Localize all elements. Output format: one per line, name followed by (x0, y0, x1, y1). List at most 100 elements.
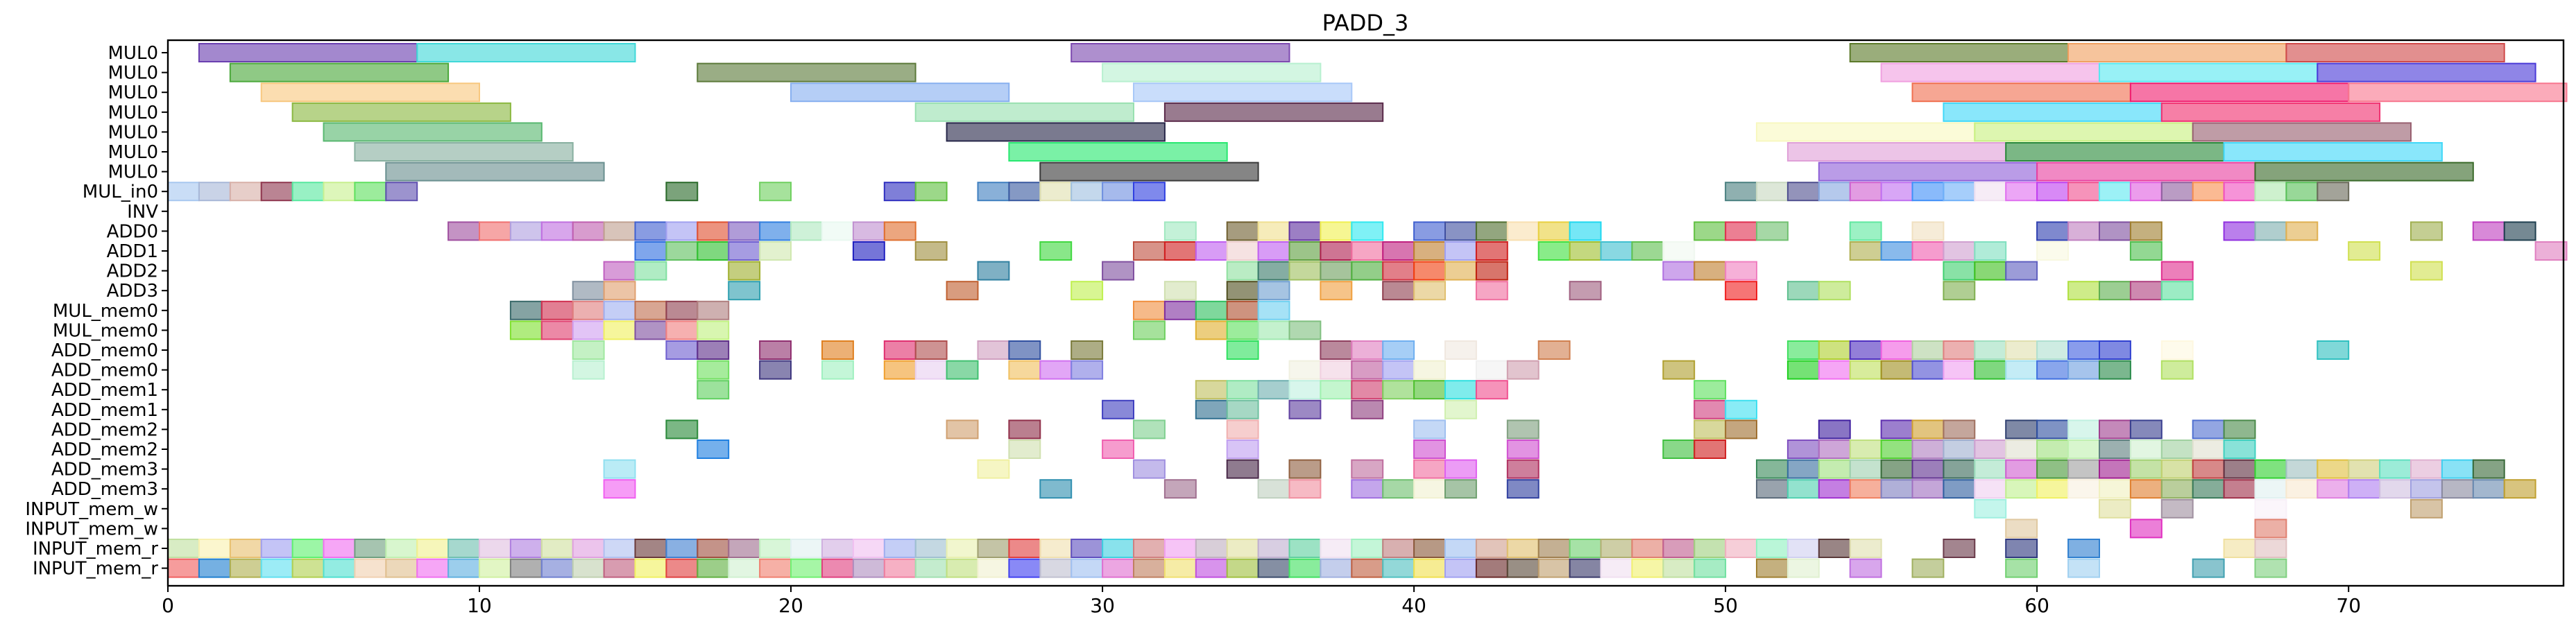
task-bar (1195, 558, 1228, 578)
task-bar (479, 221, 511, 241)
y-tick-label: INPUT_mem_r (33, 539, 158, 559)
y-tick-label: ADD_mem3 (51, 479, 158, 500)
task-bar (1786, 440, 1820, 459)
bars-layer (167, 43, 2568, 578)
task-bar (1506, 459, 1539, 479)
task-bar (2192, 122, 2412, 142)
task-bar (1008, 142, 1228, 162)
task-bar (1943, 102, 2163, 122)
task-bar (1351, 241, 1384, 261)
task-bar (416, 43, 636, 62)
task-bar (572, 340, 605, 360)
task-bar (2099, 440, 2131, 459)
task-bar (1569, 539, 1602, 558)
task-bar (946, 360, 979, 380)
task-bar (198, 43, 418, 62)
task-bar (1662, 558, 1696, 578)
task-bar (1786, 142, 2007, 162)
task-bar (728, 558, 761, 578)
task-bar (728, 261, 761, 281)
task-bar (1818, 162, 2038, 182)
task-bar (1163, 479, 1197, 499)
task-bar (2254, 479, 2287, 499)
task-bar (1662, 440, 1696, 459)
task-bar (977, 261, 1010, 281)
task-bar (198, 539, 231, 558)
task-bar (1039, 162, 1259, 182)
task-bar (2223, 459, 2256, 479)
task-bar (2285, 479, 2319, 499)
task-bar (1444, 380, 1477, 400)
task-bar (1600, 558, 1633, 578)
y-tick-label: ADD1 (107, 241, 158, 262)
task-bar (1786, 539, 1820, 558)
task-bar (1102, 539, 1134, 558)
task-bar (2067, 419, 2101, 440)
task-bar (1849, 43, 2069, 62)
x-tick-label: 40 (1401, 594, 1426, 617)
task-bar (1974, 498, 2007, 519)
task-bar (509, 320, 543, 340)
task-bar (416, 558, 450, 578)
task-bar (2254, 539, 2287, 558)
task-bar (2099, 459, 2131, 479)
task-bar (852, 241, 885, 261)
task-bar (1008, 360, 1041, 380)
task-bar (2129, 459, 2163, 479)
task-bar (2005, 440, 2038, 459)
task-bar (1537, 241, 1571, 261)
task-bar (603, 261, 636, 281)
task-bar (697, 300, 730, 320)
task-bar (946, 122, 1166, 142)
task-bar (603, 558, 636, 578)
task-bar (479, 558, 511, 578)
task-bar (1725, 539, 1758, 558)
y-tick-label: MUL_in0 (83, 182, 158, 202)
task-bar (260, 82, 480, 103)
task-bar (1257, 221, 1290, 241)
task-bar (1756, 539, 1789, 558)
task-bar (697, 241, 730, 261)
task-bar (1631, 241, 1664, 261)
task-bar (2036, 360, 2070, 380)
task-bar (1506, 558, 1539, 578)
task-bar (2067, 182, 2101, 202)
task-bar (1849, 539, 1882, 558)
task-bar (229, 558, 262, 578)
task-bar (354, 142, 574, 162)
task-bar (2099, 62, 2319, 82)
task-bar (759, 241, 792, 261)
task-bar (416, 539, 450, 558)
task-bar (1943, 459, 1976, 479)
task-bar (1195, 320, 1228, 340)
task-bar (2160, 182, 2194, 202)
task-bar (2067, 281, 2101, 301)
task-bar (1725, 281, 1758, 301)
y-tick-label: MUL0 (108, 122, 159, 143)
task-bar (1039, 241, 1073, 261)
task-bar (1351, 360, 1384, 380)
task-bar (634, 300, 667, 320)
task-bar (1195, 241, 1228, 261)
task-bar (2129, 440, 2163, 459)
task-bar (509, 300, 543, 320)
task-bar (1943, 419, 1976, 440)
task-bar (1880, 182, 1913, 202)
task-bar (1257, 320, 1290, 340)
task-bar (1351, 459, 1384, 479)
task-bar (2472, 459, 2505, 479)
task-bar (914, 558, 948, 578)
task-bar (167, 539, 200, 558)
task-bar (759, 360, 792, 380)
task-bar (883, 558, 916, 578)
task-bar (603, 300, 636, 320)
y-axis-labels: MUL0MUL0MUL0MUL0MUL0MUL0MUL0MUL_in0INVAD… (25, 43, 168, 580)
y-tick-label: MUL_mem0 (53, 301, 158, 322)
task-bar (1133, 419, 1166, 440)
task-bar (2254, 519, 2287, 539)
task-bar (2099, 479, 2131, 499)
task-bar (2005, 479, 2038, 499)
task-bar (1818, 340, 1851, 360)
task-bar (1943, 539, 1976, 558)
task-bar (1226, 300, 1259, 320)
